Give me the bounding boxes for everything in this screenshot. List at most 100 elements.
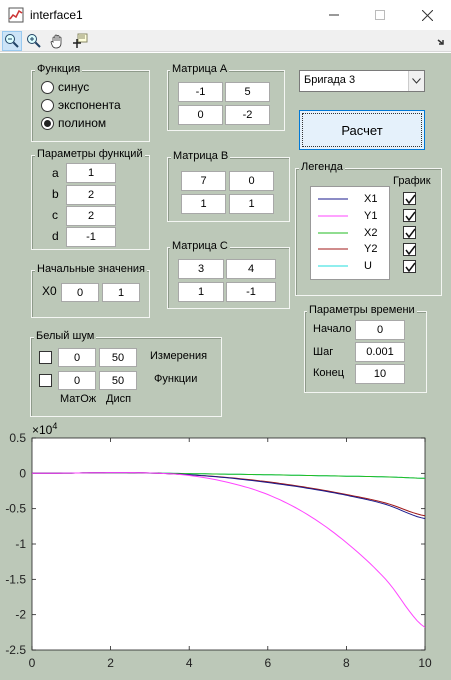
- check-icon: [405, 211, 416, 222]
- brigade-dropdown-value: Бригада 3: [304, 74, 356, 86]
- noise-measure-label: Измерения: [150, 350, 208, 362]
- toolbar-expand-icon[interactable]: [437, 36, 445, 48]
- matrix-a-22-field[interactable]: -2: [225, 105, 270, 125]
- matrix-b-22-field[interactable]: 1: [229, 194, 274, 214]
- noise-measure-mean-field[interactable]: 0: [58, 348, 96, 367]
- param-b-label: b: [52, 187, 59, 201]
- noise-function-disp-field[interactable]: 50: [99, 371, 137, 390]
- check-icon: [405, 194, 416, 205]
- minimize-icon: [329, 14, 339, 16]
- radio-exponent-label: экспонента: [58, 98, 121, 112]
- data-cursor-button[interactable]: [70, 31, 90, 51]
- plot-axes[interactable]: 0 2 4 6 8 10 0.5 0 -0.5 -1 -1.5 -2 -2.5: [0, 430, 451, 680]
- x-tick-label: 8: [343, 656, 350, 670]
- radio-exponent[interactable]: [41, 99, 54, 112]
- x-tick-label: 6: [264, 656, 271, 670]
- matrix-b-11-field[interactable]: 7: [181, 171, 226, 191]
- mean-label: МатОж: [60, 393, 97, 405]
- params-panel-title: Параметры функций: [35, 148, 145, 160]
- time-end-label: Конец: [313, 367, 345, 379]
- y-tick-label: -1.5: [5, 572, 26, 586]
- noise-measure-checkbox[interactable]: [39, 351, 52, 364]
- param-b-field[interactable]: 2: [66, 185, 116, 205]
- zoom-in-button[interactable]: [24, 31, 44, 51]
- white-noise-title: Белый шум: [34, 330, 97, 342]
- time-step-field[interactable]: 0.001: [355, 342, 405, 362]
- noise-function-mean-field[interactable]: 0: [58, 371, 96, 390]
- matrix-a-12-field[interactable]: 5: [225, 82, 270, 102]
- legend-y2: Y2: [364, 243, 378, 255]
- matrix-b-12-field[interactable]: 0: [229, 171, 274, 191]
- maximize-icon: [375, 10, 385, 20]
- radio-sine[interactable]: [41, 81, 54, 94]
- noise-measure-disp-field[interactable]: 50: [99, 348, 137, 367]
- noise-function-checkbox[interactable]: [39, 374, 52, 387]
- radio-sine-label: синус: [58, 80, 90, 94]
- zoom-out-button[interactable]: [2, 31, 22, 51]
- maximize-button[interactable]: [357, 0, 403, 30]
- zoom-out-icon: [5, 34, 19, 48]
- matrix-b-21-field[interactable]: 1: [181, 194, 226, 214]
- x-tick-label: 0: [29, 656, 36, 670]
- matrix-c-11-field[interactable]: 3: [178, 259, 224, 279]
- matrix-c-21-field[interactable]: 1: [178, 282, 224, 302]
- axes-box: [31, 437, 426, 651]
- function-panel: [31, 70, 150, 142]
- matrix-a-title: Матрица А: [170, 63, 230, 75]
- matrix-b-title: Матрица B: [171, 150, 231, 162]
- legend-x1: X1: [364, 193, 378, 205]
- time-step-label: Шаг: [313, 346, 334, 358]
- close-button[interactable]: [404, 0, 450, 30]
- time-end-field[interactable]: 10: [355, 364, 405, 384]
- param-c-label: c: [52, 208, 58, 222]
- param-c-field[interactable]: 2: [66, 206, 116, 226]
- time-params-title: Параметры времени: [307, 304, 417, 316]
- brigade-dropdown[interactable]: Бригада 3: [299, 70, 425, 92]
- y-tick-label: -1: [15, 537, 26, 551]
- time-start-field[interactable]: 0: [355, 320, 405, 340]
- minimize-button[interactable]: [311, 0, 357, 30]
- matrix-a-11-field[interactable]: -1: [178, 82, 223, 102]
- pan-button[interactable]: [47, 31, 67, 51]
- data-cursor-icon: [73, 33, 88, 48]
- close-icon: [421, 9, 433, 21]
- y-tick-label: -0.5: [5, 502, 26, 516]
- x0-second-field[interactable]: 1: [102, 283, 140, 302]
- matlab-figure-icon: [8, 7, 24, 23]
- window-title: interface1: [30, 8, 83, 22]
- param-a-label: a: [52, 166, 59, 180]
- y-tick-label: 0: [19, 466, 26, 480]
- plot-x2-checkbox[interactable]: [403, 226, 416, 239]
- matrix-a-21-field[interactable]: 0: [178, 105, 223, 125]
- plot-y2-checkbox[interactable]: [403, 243, 416, 256]
- white-noise-panel: [30, 337, 222, 417]
- legend-x2: X2: [364, 227, 378, 239]
- y-tick-label: -2: [15, 608, 26, 622]
- matrix-c-12-field[interactable]: 4: [226, 259, 276, 279]
- plot-y1-checkbox[interactable]: [403, 209, 416, 222]
- plot-x1-checkbox[interactable]: [403, 192, 416, 205]
- plot-u-checkbox[interactable]: [403, 260, 416, 273]
- check-icon: [405, 245, 416, 256]
- matrix-c-title: Матрица C: [170, 240, 230, 252]
- title-bar: interface1: [0, 0, 451, 30]
- legend-u: U: [364, 260, 372, 272]
- initial-values-title: Начальные значения: [35, 263, 147, 275]
- disp-label: Дисп: [106, 393, 132, 405]
- calculate-button[interactable]: Расчет: [299, 110, 425, 150]
- radio-polynom-label: полином: [58, 116, 107, 130]
- param-d-label: d: [52, 229, 59, 243]
- matrix-c-22-field[interactable]: -1: [226, 282, 276, 302]
- check-icon: [405, 228, 416, 239]
- param-d-field[interactable]: -1: [66, 227, 116, 247]
- param-a-field[interactable]: 1: [66, 163, 116, 183]
- y-tick-label: 0.5: [9, 431, 26, 445]
- legend-y1: Y1: [364, 210, 378, 222]
- radio-polynom[interactable]: [41, 117, 54, 130]
- calculate-button-label: Расчет: [341, 122, 383, 138]
- y-tick-label: -2.5: [5, 643, 26, 657]
- x0-first-field[interactable]: 0: [61, 283, 99, 302]
- noise-function-label: Функции: [154, 373, 198, 385]
- chevron-down-icon[interactable]: [408, 71, 424, 91]
- x-tick-label: 2: [107, 656, 114, 670]
